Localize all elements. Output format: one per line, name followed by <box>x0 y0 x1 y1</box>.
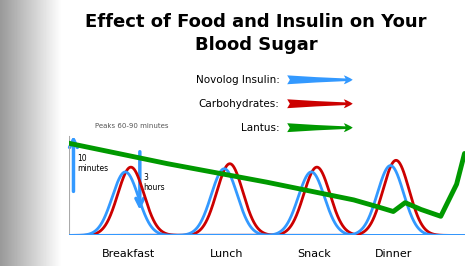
Text: Effect of Food and Insulin on Your
Blood Sugar: Effect of Food and Insulin on Your Blood… <box>85 13 427 53</box>
Text: Snack: Snack <box>297 249 331 259</box>
Text: Lantus:: Lantus: <box>241 123 280 133</box>
Bar <box>62 0 474 266</box>
Text: Novolog Insulin:: Novolog Insulin: <box>196 75 280 85</box>
Text: 10
minutes: 10 minutes <box>77 154 109 173</box>
Text: Dinner: Dinner <box>374 249 412 259</box>
Text: Peaks 60-90 minutes: Peaks 60-90 minutes <box>95 123 168 129</box>
Text: Breakfast: Breakfast <box>101 249 155 259</box>
Text: Lunch: Lunch <box>210 249 244 259</box>
Text: Carbohydrates:: Carbohydrates: <box>199 99 280 109</box>
Text: 3
hours: 3 hours <box>144 173 165 192</box>
